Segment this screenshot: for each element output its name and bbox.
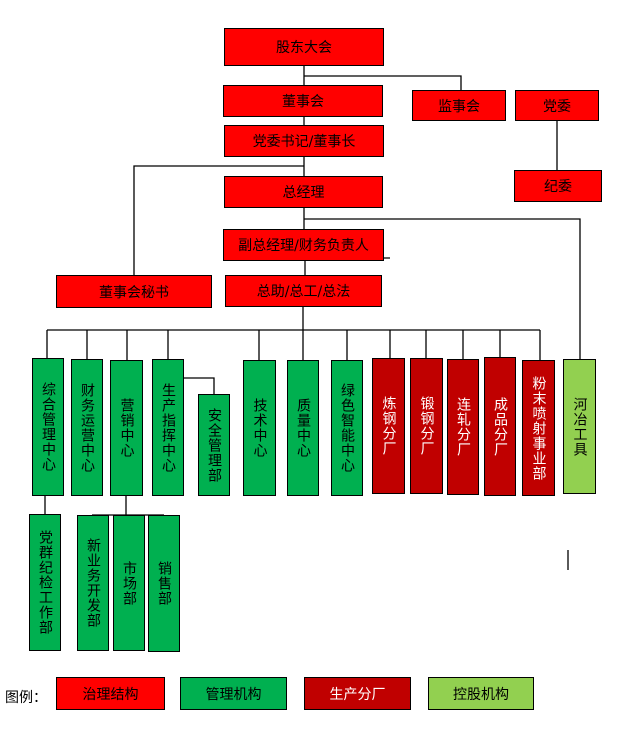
box-label: 成品分厂 (492, 396, 508, 457)
sub-department-box: 市场部 (113, 515, 145, 651)
legend-label: 控股机构 (453, 686, 509, 703)
department-box: 财务运营中心 (71, 359, 103, 496)
box-label: 营销中心 (118, 398, 135, 458)
legend-item-production: 生产分厂 (304, 677, 411, 710)
box-label: 监事会 (438, 98, 480, 115)
plant-box: 炼钢分厂 (372, 358, 405, 494)
legend-label: 管理机构 (205, 686, 262, 703)
box-label: 总助/总工/总法 (256, 284, 351, 300)
box-label: 生产指挥中心 (160, 382, 176, 473)
box-label: 新业务开发部 (85, 538, 101, 628)
plant-box: 连轧分厂 (447, 359, 479, 495)
box-label: 连轧分厂 (455, 397, 471, 457)
department-box: 生产指挥中心 (152, 359, 184, 496)
legend-label: 治理结构 (82, 686, 139, 703)
box-label: 党群纪检工作部 (37, 530, 53, 635)
box-label: 财务运营中心 (79, 382, 95, 473)
legend-label: 生产分厂 (329, 686, 386, 703)
shareholders-meeting-box: 股东大会 (224, 28, 384, 66)
department-box: 绿色智能中心 (331, 360, 363, 496)
box-label: 党委 (543, 98, 571, 115)
box-label: 董事会 (282, 94, 324, 110)
box-label: 技术中心 (251, 398, 268, 458)
box-label: 综合管理中心 (40, 382, 56, 472)
box-label: 纪委 (544, 179, 572, 195)
board-box: 董事会 (223, 85, 383, 117)
box-label: 炼钢分厂 (380, 396, 397, 456)
sub-department-box: 党群纪检工作部 (29, 514, 61, 651)
box-label: 绿色智能中心 (339, 383, 355, 473)
legend-item-governance: 治理结构 (56, 677, 165, 710)
box-label: 党委书记/董事长 (252, 134, 356, 150)
department-box: 综合管理中心 (32, 358, 64, 496)
box-label: 锻钢分厂 (418, 396, 435, 456)
supervisory-board-box: 监事会 (412, 90, 506, 121)
box-label: 董事会秘书 (99, 284, 169, 301)
legend-title: 图例： (5, 690, 47, 706)
board-secretary-box: 董事会秘书 (56, 275, 212, 308)
box-label: 副总经理/财务负责人 (238, 238, 369, 254)
legend-item-holding: 控股机构 (428, 677, 534, 710)
box-label: 河冶工具 (571, 396, 588, 457)
deputy-gm-cfo-box: 副总经理/财务负责人 (223, 229, 384, 261)
sub-department-box: 销售部 (148, 515, 180, 652)
department-box: 技术中心 (243, 360, 276, 496)
department-box: 安全管理部 (198, 394, 230, 496)
department-box: 质量中心 (287, 360, 319, 496)
party-committee-box: 党委 (515, 90, 599, 121)
box-label: 股东大会 (276, 40, 332, 56)
discipline-committee-box: 纪委 (514, 170, 602, 202)
holding-company-box: 河冶工具 (563, 359, 596, 494)
plant-box: 锻钢分厂 (410, 358, 443, 494)
plant-box: 成品分厂 (484, 357, 516, 496)
box-label: 粉末喷射事业部 (530, 375, 547, 481)
party-secretary-chairman-box: 党委书记/董事长 (224, 125, 384, 157)
plant-box: 粉末喷射事业部 (522, 360, 555, 496)
box-label: 市场部 (121, 560, 137, 606)
assistants-box: 总助/总工/总法 (225, 275, 382, 307)
box-label: 总经理 (282, 185, 325, 201)
box-label: 销售部 (156, 561, 172, 606)
sub-department-box: 新业务开发部 (77, 515, 109, 651)
box-label: 安全管理部 (206, 407, 222, 483)
general-manager-box: 总经理 (224, 176, 383, 208)
box-label: 质量中心 (295, 398, 311, 458)
legend-item-management: 管理机构 (180, 677, 287, 710)
department-box: 营销中心 (110, 360, 143, 496)
